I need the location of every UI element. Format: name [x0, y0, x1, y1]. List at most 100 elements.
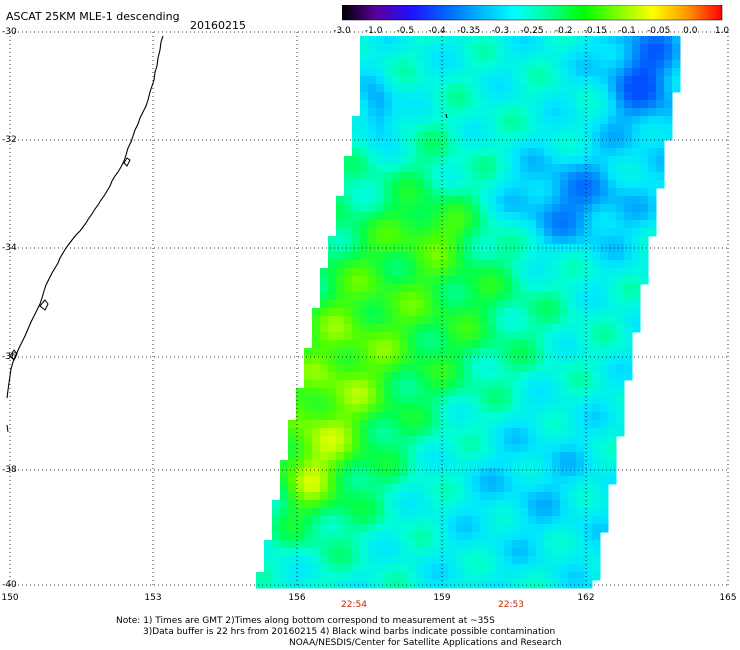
swath-cell	[592, 452, 601, 461]
swath-cell	[568, 164, 577, 173]
swath-cell	[560, 340, 569, 349]
swath-cell	[384, 164, 393, 173]
swath-cell	[448, 492, 457, 501]
swath-cell	[584, 404, 593, 413]
swath-cell	[336, 276, 345, 285]
swath-cell	[552, 292, 561, 301]
swath-cell	[344, 500, 353, 509]
swath-cell	[624, 132, 633, 141]
swath-cell	[624, 364, 633, 373]
swath-cell	[496, 468, 505, 477]
swath-cell	[432, 36, 441, 45]
swath-cell	[480, 36, 489, 45]
swath-cell	[544, 228, 553, 237]
swath-cell	[552, 340, 561, 349]
swath-cell	[528, 372, 537, 381]
swath-cell	[584, 76, 593, 85]
swath-cell	[368, 428, 377, 437]
swath-cell	[272, 500, 281, 509]
swath-cell	[568, 404, 577, 413]
swath-cell	[576, 516, 585, 525]
swath-cell	[336, 388, 345, 397]
swath-cell	[576, 300, 585, 309]
swath-cell	[544, 396, 553, 405]
swath-cell	[320, 332, 329, 341]
swath-cell	[592, 556, 601, 565]
swath-cell	[424, 60, 433, 69]
swath-cell	[608, 36, 617, 45]
swath-cell	[560, 564, 569, 573]
swath-cell	[464, 436, 473, 445]
swath-cell	[416, 324, 425, 333]
swath-cell	[472, 284, 481, 293]
swath-cell	[352, 220, 361, 229]
swath-cell	[568, 36, 577, 45]
swath-cell	[520, 276, 529, 285]
swath-cell	[536, 444, 545, 453]
swath-cell	[424, 204, 433, 213]
swath-cell	[576, 340, 585, 349]
swath-cell	[424, 332, 433, 341]
swath-cell	[448, 132, 457, 141]
swath-cell	[640, 268, 649, 277]
swath-cell	[488, 428, 497, 437]
swath-cell	[312, 580, 321, 589]
swath-cell	[272, 564, 281, 573]
swath-cell	[312, 524, 321, 533]
swath-cell	[536, 420, 545, 429]
swath-cell	[664, 76, 673, 85]
colorbar-tick-label: -0.4	[428, 26, 446, 36]
swath-cell	[528, 84, 537, 93]
swath-cell	[616, 308, 625, 317]
swath-cell	[608, 164, 617, 173]
swath-cell	[576, 148, 585, 157]
swath-cell	[424, 452, 433, 461]
swath-cell	[528, 148, 537, 157]
swath-cell	[488, 276, 497, 285]
swath-cell	[472, 548, 481, 557]
swath-cell	[512, 412, 521, 421]
swath-cell	[552, 500, 561, 509]
swath-cell	[336, 540, 345, 549]
swath-cell	[560, 132, 569, 141]
swath-cell	[392, 196, 401, 205]
swath-cell	[640, 148, 649, 157]
swath-cell	[568, 252, 577, 261]
swath-cell	[472, 124, 481, 133]
swath-cell	[560, 332, 569, 341]
swath-cell	[360, 124, 369, 133]
swath-cell	[544, 452, 553, 461]
swath-cell	[536, 340, 545, 349]
swath-cell	[392, 356, 401, 365]
swath-cell	[320, 388, 329, 397]
swath-cell	[304, 532, 313, 541]
swath-cell	[400, 60, 409, 69]
swath-cell	[472, 108, 481, 117]
swath-cell	[464, 100, 473, 109]
swath-cell	[296, 540, 305, 549]
swath-cell	[496, 404, 505, 413]
swath-cell	[528, 452, 537, 461]
swath-cell	[552, 372, 561, 381]
swath-cell	[592, 84, 601, 93]
swath-cell	[552, 396, 561, 405]
swath-cell	[536, 76, 545, 85]
swath-cell	[616, 348, 625, 357]
swath-cell	[400, 444, 409, 453]
swath-cell	[560, 468, 569, 477]
swath-cell	[616, 116, 625, 125]
swath-cell	[584, 396, 593, 405]
swath-cell	[416, 364, 425, 373]
swath-cell	[504, 180, 513, 189]
swath-cell	[576, 284, 585, 293]
swath-cell	[296, 580, 305, 589]
swath-cell	[608, 420, 617, 429]
swath-cell	[552, 156, 561, 165]
swath-cell	[584, 164, 593, 173]
swath-cell	[464, 540, 473, 549]
swath-cell	[400, 148, 409, 157]
swath-cell	[360, 452, 369, 461]
swath-cell	[592, 508, 601, 517]
swath-cell	[336, 500, 345, 509]
swath-cell	[544, 212, 553, 221]
